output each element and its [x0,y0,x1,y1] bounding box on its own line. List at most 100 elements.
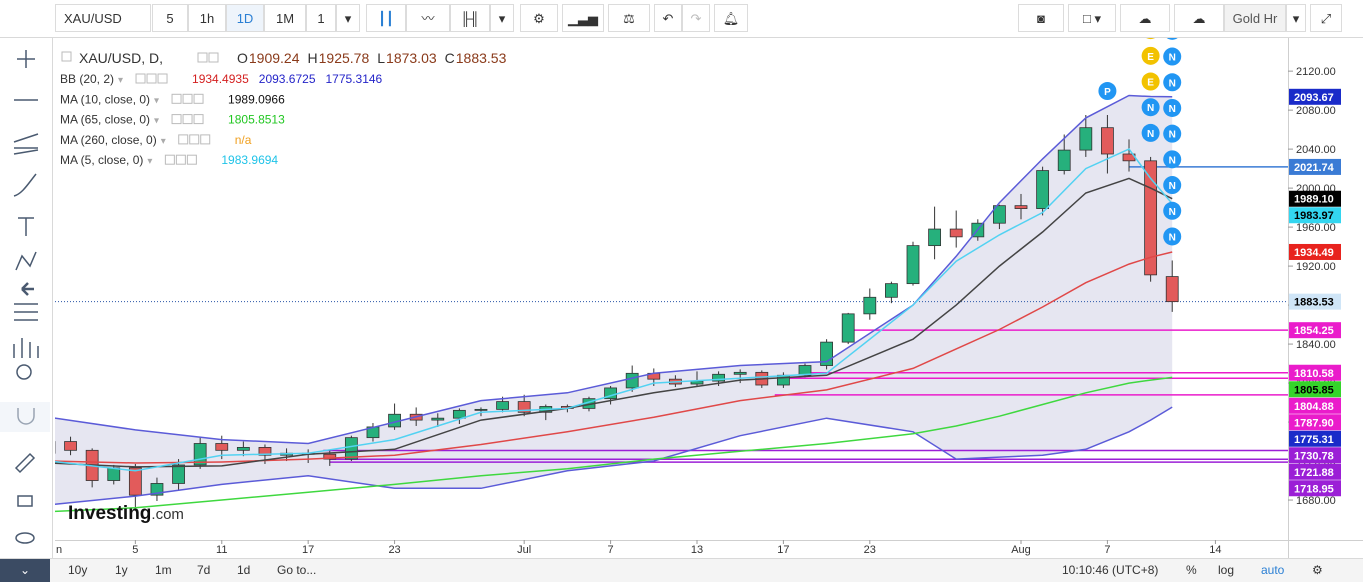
interval-button[interactable]: 1D [226,4,264,32]
visibility-tool[interactable] [15,532,35,544]
x-tick-label: 13 [691,544,703,556]
log-button[interactable]: log [1218,563,1235,577]
price-tag-label: 1983.97 [1294,210,1334,222]
price-tag [1289,88,1341,105]
bar-type-button[interactable]: ╟╢ [450,4,490,32]
edit-tool[interactable] [14,452,36,474]
event-label: E [1147,52,1154,63]
fullscreen-button[interactable]: ⤢ [1310,4,1342,32]
goto-button[interactable]: Go to... [277,563,317,577]
event-label: N [1169,104,1176,115]
candle-body [928,228,942,247]
indicator-readout: 1934.4935 [192,72,249,86]
ohlc-prefix: C [445,50,455,66]
candle-body [474,408,488,411]
pattern-tool[interactable] [15,251,37,271]
color-button[interactable]: □ ▾ [1068,4,1116,32]
dropdown-button[interactable]: ▾ [490,4,514,32]
candle-body [258,446,272,456]
event-marker [1166,38,1178,40]
indicator-line [55,376,1173,513]
zoom-tool[interactable] [16,364,32,380]
interval-button[interactable]: 1h [188,4,226,32]
price-tag [1289,397,1341,414]
legend-icon [178,134,189,145]
interval-button[interactable]: 1M [264,4,306,32]
indicator-readout: 1775.3146 [326,72,383,86]
symbol-input[interactable]: XAU/USD [55,4,151,32]
indicators-button[interactable]: ▁▃▅ [562,4,604,32]
crosshair-tool[interactable] [17,50,35,68]
price-tag-label: 1805.85 [1294,384,1334,396]
x-tick-label: 7 [1104,544,1110,556]
ohlc-value: 1873.03 [386,50,437,66]
candle-body [712,373,725,382]
indicator-name: MA (260, close, 0) [60,133,157,147]
collapse-button[interactable]: ⌄ [0,559,50,582]
auto-button[interactable]: auto [1261,563,1285,577]
range-button[interactable]: 7d [197,563,211,577]
clock: 10:10:46 (UTC+8) [1062,563,1159,577]
candle-body [452,409,466,419]
line-type-button[interactable]: 〰 [406,4,450,32]
event-label: P [1104,87,1111,98]
dropdown-button[interactable]: ▾ [1286,4,1306,32]
price-tag-label: 1934.49 [1294,247,1334,259]
legend-icon [171,93,182,104]
indicator-readout: 2093.6725 [259,72,316,86]
template-button[interactable]: Gold Hr [1224,4,1286,32]
price-tag [1289,207,1341,224]
percent-button[interactable]: % [1186,563,1197,577]
range-button[interactable]: 1d [237,563,251,577]
event-marker [1141,98,1160,117]
settings-button[interactable]: ⚙ [520,4,558,32]
candle-body [949,228,963,238]
brush-tool[interactable] [13,173,37,197]
price-tag [1289,480,1341,497]
indicator-line [55,251,1173,464]
settings-button[interactable]: ⚙ [1312,563,1323,577]
drawing-tools [0,50,50,544]
range-button[interactable]: 1y [115,563,128,577]
price-tag-label: 1775.31 [1294,434,1334,446]
candle-body [215,443,229,451]
y-tick-label: 1680.00 [1296,495,1336,507]
load-button[interactable]: ☁ [1120,4,1170,32]
price-tag [1289,364,1341,381]
redo-button[interactable]: ↷ [682,4,710,32]
price-tag [1289,322,1341,339]
undo-button[interactable]: ↶ [654,4,682,32]
dropdown-button[interactable]: ▾ [336,4,360,32]
compare-button[interactable]: ⚖ [608,4,650,32]
indicator-line [55,177,1173,468]
alert-button[interactable]: 🔔︎ [714,4,748,32]
candle-body [1057,149,1071,171]
legend-icon [61,51,72,62]
interval-button[interactable]: 5 [152,4,188,32]
measure-tool[interactable] [13,338,39,358]
price-tag-label: 1721.88 [1294,467,1334,479]
back-button[interactable] [21,282,34,296]
watermark: Investing .com [68,503,184,524]
candle-type-button[interactable]: ┃┃ [366,4,406,32]
range-button[interactable]: 10y [68,563,88,577]
lock-tool[interactable] [17,495,33,507]
legend-icon [200,134,211,145]
indicator-name: MA (10, close, 0) [60,92,150,106]
price-tag-label: 1810.58 [1294,368,1334,380]
ohlc-prefix: O [237,50,248,66]
snapshot-button[interactable]: ◙ [1018,4,1064,32]
candle-body [1014,205,1028,209]
dropdown-arrow: ▾ [118,75,123,86]
channel-tool[interactable] [13,133,39,155]
save-button[interactable]: ☁ [1174,4,1224,32]
event-label: N [1169,78,1176,89]
legend-icon [193,93,204,104]
text-tool[interactable] [18,217,34,236]
x-tick-label: Aug [1011,544,1031,556]
multiplier-input[interactable]: 1 [306,4,336,32]
range-button[interactable]: 1m [155,563,172,577]
event-marker [1163,227,1182,246]
fib-tool[interactable] [14,303,38,321]
candle-body [128,467,142,496]
